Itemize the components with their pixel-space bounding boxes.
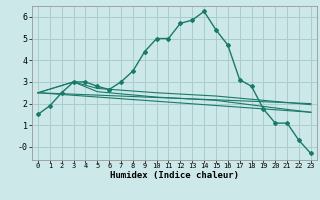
X-axis label: Humidex (Indice chaleur): Humidex (Indice chaleur): [110, 171, 239, 180]
